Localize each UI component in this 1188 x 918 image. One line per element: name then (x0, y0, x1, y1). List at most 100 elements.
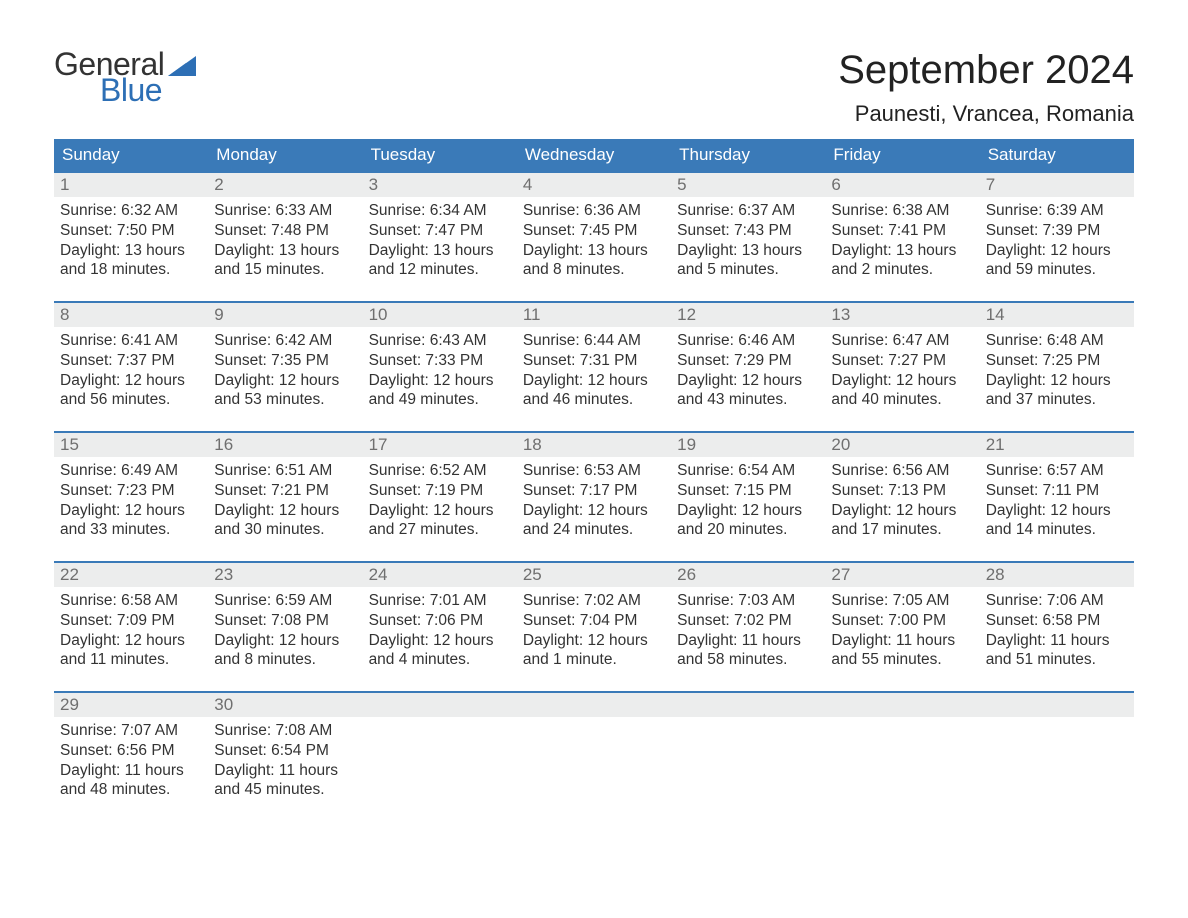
day-body: Sunrise: 7:06 AMSunset: 6:58 PMDaylight:… (980, 587, 1134, 670)
day-number-strip: 3 (363, 173, 517, 197)
daylight-text-1: Daylight: 13 hours (831, 241, 973, 261)
day-cell: . (671, 693, 825, 803)
day-body: Sunrise: 6:34 AMSunset: 7:47 PMDaylight:… (363, 197, 517, 280)
weekday-header: Saturday (980, 139, 1134, 171)
sunrise-text: Sunrise: 6:41 AM (60, 331, 202, 351)
day-number-strip: 28 (980, 563, 1134, 587)
sunset-text: Sunset: 7:02 PM (677, 611, 819, 631)
day-body: Sunrise: 6:42 AMSunset: 7:35 PMDaylight:… (208, 327, 362, 410)
sunrise-text: Sunrise: 7:05 AM (831, 591, 973, 611)
sunrise-text: Sunrise: 7:08 AM (214, 721, 356, 741)
sunrise-text: Sunrise: 7:03 AM (677, 591, 819, 611)
sunset-text: Sunset: 7:11 PM (986, 481, 1128, 501)
day-cell: 23Sunrise: 6:59 AMSunset: 7:08 PMDayligh… (208, 563, 362, 673)
sunrise-text: Sunrise: 6:37 AM (677, 201, 819, 221)
day-number-strip: 4 (517, 173, 671, 197)
sunrise-text: Sunrise: 6:48 AM (986, 331, 1128, 351)
day-number-strip: 10 (363, 303, 517, 327)
sunset-text: Sunset: 7:48 PM (214, 221, 356, 241)
daylight-text-2: and 8 minutes. (523, 260, 665, 280)
day-number: 16 (214, 435, 233, 454)
daylight-text-1: Daylight: 13 hours (677, 241, 819, 261)
brand-blue: Blue (100, 74, 196, 106)
sunrise-text: Sunrise: 6:49 AM (60, 461, 202, 481)
day-number: 1 (60, 175, 69, 194)
daylight-text-2: and 49 minutes. (369, 390, 511, 410)
sunset-text: Sunset: 7:21 PM (214, 481, 356, 501)
day-number-strip: 13 (825, 303, 979, 327)
sunset-text: Sunset: 7:43 PM (677, 221, 819, 241)
day-number-strip: 29 (54, 693, 208, 717)
daylight-text-2: and 45 minutes. (214, 780, 356, 800)
day-cell: 28Sunrise: 7:06 AMSunset: 6:58 PMDayligh… (980, 563, 1134, 673)
day-cell: 8Sunrise: 6:41 AMSunset: 7:37 PMDaylight… (54, 303, 208, 413)
daylight-text-1: Daylight: 12 hours (523, 631, 665, 651)
day-number: 26 (677, 565, 696, 584)
day-number: 27 (831, 565, 850, 584)
daylight-text-1: Daylight: 12 hours (831, 501, 973, 521)
day-cell: 14Sunrise: 6:48 AMSunset: 7:25 PMDayligh… (980, 303, 1134, 413)
day-body: Sunrise: 7:08 AMSunset: 6:54 PMDaylight:… (208, 717, 362, 800)
day-number: 13 (831, 305, 850, 324)
day-number-strip: 8 (54, 303, 208, 327)
brand-logo: General Blue (54, 48, 196, 106)
day-cell: 13Sunrise: 6:47 AMSunset: 7:27 PMDayligh… (825, 303, 979, 413)
sunset-text: Sunset: 7:39 PM (986, 221, 1128, 241)
sunrise-text: Sunrise: 6:36 AM (523, 201, 665, 221)
sunset-text: Sunset: 7:31 PM (523, 351, 665, 371)
sunset-text: Sunset: 7:37 PM (60, 351, 202, 371)
sunrise-text: Sunrise: 6:38 AM (831, 201, 973, 221)
sunset-text: Sunset: 7:23 PM (60, 481, 202, 501)
day-cell: 21Sunrise: 6:57 AMSunset: 7:11 PMDayligh… (980, 433, 1134, 543)
sunrise-text: Sunrise: 6:43 AM (369, 331, 511, 351)
day-body: Sunrise: 6:37 AMSunset: 7:43 PMDaylight:… (671, 197, 825, 280)
daylight-text-2: and 4 minutes. (369, 650, 511, 670)
day-cell: 30Sunrise: 7:08 AMSunset: 6:54 PMDayligh… (208, 693, 362, 803)
day-cell: 5Sunrise: 6:37 AMSunset: 7:43 PMDaylight… (671, 173, 825, 283)
weekday-header: Wednesday (517, 139, 671, 171)
day-number-strip: 22 (54, 563, 208, 587)
sunset-text: Sunset: 7:13 PM (831, 481, 973, 501)
daylight-text-2: and 24 minutes. (523, 520, 665, 540)
day-number-strip: 9 (208, 303, 362, 327)
day-cell: . (825, 693, 979, 803)
weekday-header: Sunday (54, 139, 208, 171)
day-number: 4 (523, 175, 532, 194)
daylight-text-2: and 51 minutes. (986, 650, 1128, 670)
day-number: 15 (60, 435, 79, 454)
week-row: 8 Sunrise: 6:41 AMSunset: 7:37 PM Daylight… (54, 301, 1134, 413)
daylight-text-1: Daylight: 12 hours (831, 371, 973, 391)
day-number-strip: 5 (671, 173, 825, 197)
sunset-text: Sunset: 7:35 PM (214, 351, 356, 371)
daylight-text-2: and 2 minutes. (831, 260, 973, 280)
daylight-text-2: and 48 minutes. (60, 780, 202, 800)
day-number-strip: 11 (517, 303, 671, 327)
daylight-text-2: and 20 minutes. (677, 520, 819, 540)
daylight-text-2: and 15 minutes. (214, 260, 356, 280)
daylight-text-2: and 8 minutes. (214, 650, 356, 670)
day-number-strip: 25 (517, 563, 671, 587)
day-cell: 24Sunrise: 7:01 AMSunset: 7:06 PMDayligh… (363, 563, 517, 673)
sunrise-text: Sunrise: 6:54 AM (677, 461, 819, 481)
day-body: Sunrise: 7:01 AMSunset: 7:06 PMDaylight:… (363, 587, 517, 670)
day-body: Sunrise: 6:58 AMSunset: 7:09 PMDaylight:… (54, 587, 208, 670)
daylight-text-1: Daylight: 11 hours (831, 631, 973, 651)
day-number-strip: 17 (363, 433, 517, 457)
day-body: Sunrise: 7:03 AMSunset: 7:02 PMDaylight:… (671, 587, 825, 670)
day-number: 14 (986, 305, 1005, 324)
day-cell: 12Sunrise: 6:46 AMSunset: 7:29 PMDayligh… (671, 303, 825, 413)
day-number: 6 (831, 175, 840, 194)
day-number: 9 (214, 305, 223, 324)
week-row: 15Sunrise: 6:49 AMSunset: 7:23 PMDayligh… (54, 431, 1134, 543)
day-number: 7 (986, 175, 995, 194)
sunset-text: Sunset: 7:27 PM (831, 351, 973, 371)
daylight-text-2: and 1 minute. (523, 650, 665, 670)
day-number-strip: 2 (208, 173, 362, 197)
sunrise-text: Sunrise: 6:56 AM (831, 461, 973, 481)
daylight-text-2: and 33 minutes. (60, 520, 202, 540)
daylight-text-1: Daylight: 12 hours (60, 501, 202, 521)
daylight-text-2: and 55 minutes. (831, 650, 973, 670)
day-body: Sunrise: 6:52 AMSunset: 7:19 PMDaylight:… (363, 457, 517, 540)
sunset-text: Sunset: 7:09 PM (60, 611, 202, 631)
day-number: 18 (523, 435, 542, 454)
